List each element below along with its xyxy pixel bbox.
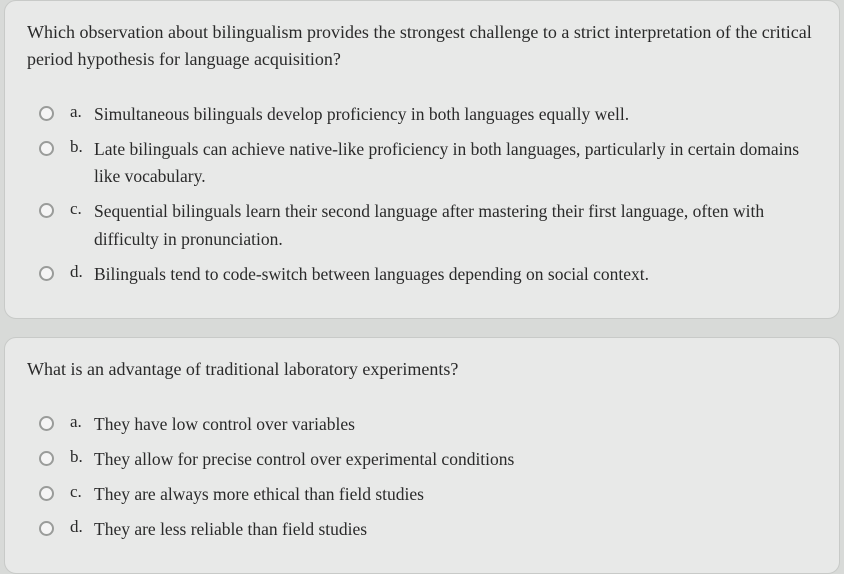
option-row[interactable]: d. Bilinguals tend to code-switch betwee… [39, 261, 817, 288]
radio-icon[interactable] [39, 486, 54, 501]
radio-icon[interactable] [39, 266, 54, 281]
option-row[interactable]: c. They are always more ethical than fie… [39, 481, 817, 508]
option-text: Sequential bilinguals learn their second… [94, 198, 817, 252]
option-row[interactable]: a. They have low control over variables [39, 411, 817, 438]
option-text: They have low control over variables [94, 411, 817, 438]
option-letter: d. [70, 517, 94, 537]
option-letter: d. [70, 262, 94, 282]
option-letter: c. [70, 199, 94, 219]
options-list: a. They have low control over variables … [27, 411, 817, 544]
radio-icon[interactable] [39, 521, 54, 536]
option-row[interactable]: c. Sequential bilinguals learn their sec… [39, 198, 817, 252]
option-row[interactable]: b. They allow for precise control over e… [39, 446, 817, 473]
radio-icon[interactable] [39, 416, 54, 431]
radio-icon[interactable] [39, 106, 54, 121]
question-prompt: Which observation about bilingualism pro… [27, 19, 817, 73]
option-text: They are always more ethical than field … [94, 481, 817, 508]
option-letter: a. [70, 412, 94, 432]
option-text: They are less reliable than field studie… [94, 516, 817, 543]
option-row[interactable]: a. Simultaneous bilinguals develop profi… [39, 101, 817, 128]
question-card-2: What is an advantage of traditional labo… [4, 337, 840, 574]
option-text: Simultaneous bilinguals develop proficie… [94, 101, 817, 128]
option-letter: b. [70, 137, 94, 157]
options-list: a. Simultaneous bilinguals develop profi… [27, 101, 817, 288]
question-prompt: What is an advantage of traditional labo… [27, 356, 817, 383]
radio-icon[interactable] [39, 141, 54, 156]
option-text: They allow for precise control over expe… [94, 446, 817, 473]
option-row[interactable]: d. They are less reliable than field stu… [39, 516, 817, 543]
option-row[interactable]: b. Late bilinguals can achieve native-li… [39, 136, 817, 190]
radio-icon[interactable] [39, 203, 54, 218]
option-letter: b. [70, 447, 94, 467]
question-card-1: Which observation about bilingualism pro… [4, 0, 840, 319]
option-letter: c. [70, 482, 94, 502]
radio-icon[interactable] [39, 451, 54, 466]
option-text: Late bilinguals can achieve native-like … [94, 136, 817, 190]
option-text: Bilinguals tend to code-switch between l… [94, 261, 817, 288]
option-letter: a. [70, 102, 94, 122]
